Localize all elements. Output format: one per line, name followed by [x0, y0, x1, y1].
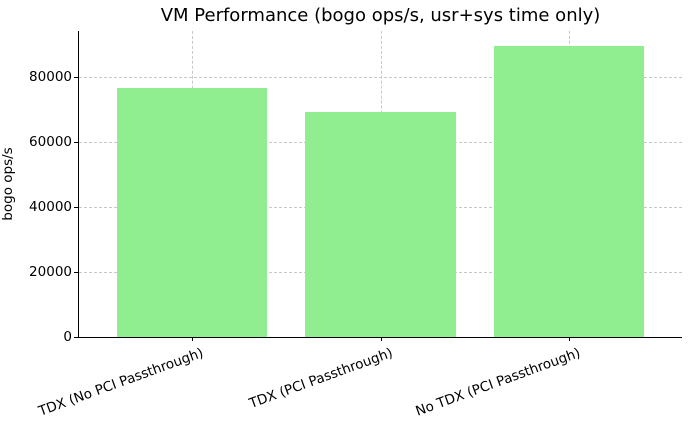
y-tick-label: 40000 — [29, 199, 72, 216]
x-tick-label: TDX (PCI Passthrough) — [246, 345, 395, 412]
x-tick-mark — [568, 337, 570, 341]
y-axis-label: bogo ops/s — [0, 147, 16, 221]
x-tick-mark — [192, 337, 194, 341]
y-tick-mark — [74, 337, 78, 338]
y-tick-label: 60000 — [29, 134, 72, 151]
y-tick-label: 20000 — [29, 264, 72, 281]
y-tick-label: 0 — [63, 329, 72, 345]
y-tick-mark — [74, 77, 78, 79]
y-tick-mark — [74, 207, 78, 209]
x-tick-mark — [380, 337, 382, 341]
x-tick-label: TDX (No PCI Passthrough) — [36, 345, 206, 420]
bar-0 — [116, 87, 268, 337]
chart-title: VM Performance (bogo ops/s, usr+sys time… — [160, 5, 601, 26]
y-tick-label: 80000 — [29, 69, 72, 86]
y-axis-line — [78, 31, 80, 338]
plot-area — [79, 31, 682, 337]
bar-1 — [305, 112, 456, 337]
bar-2 — [493, 45, 645, 337]
x-tick-label: No TDX (PCI Passthrough) — [413, 345, 583, 420]
y-tick-mark — [74, 272, 78, 274]
y-tick-mark — [74, 142, 78, 144]
x-axis-line — [78, 336, 682, 338]
